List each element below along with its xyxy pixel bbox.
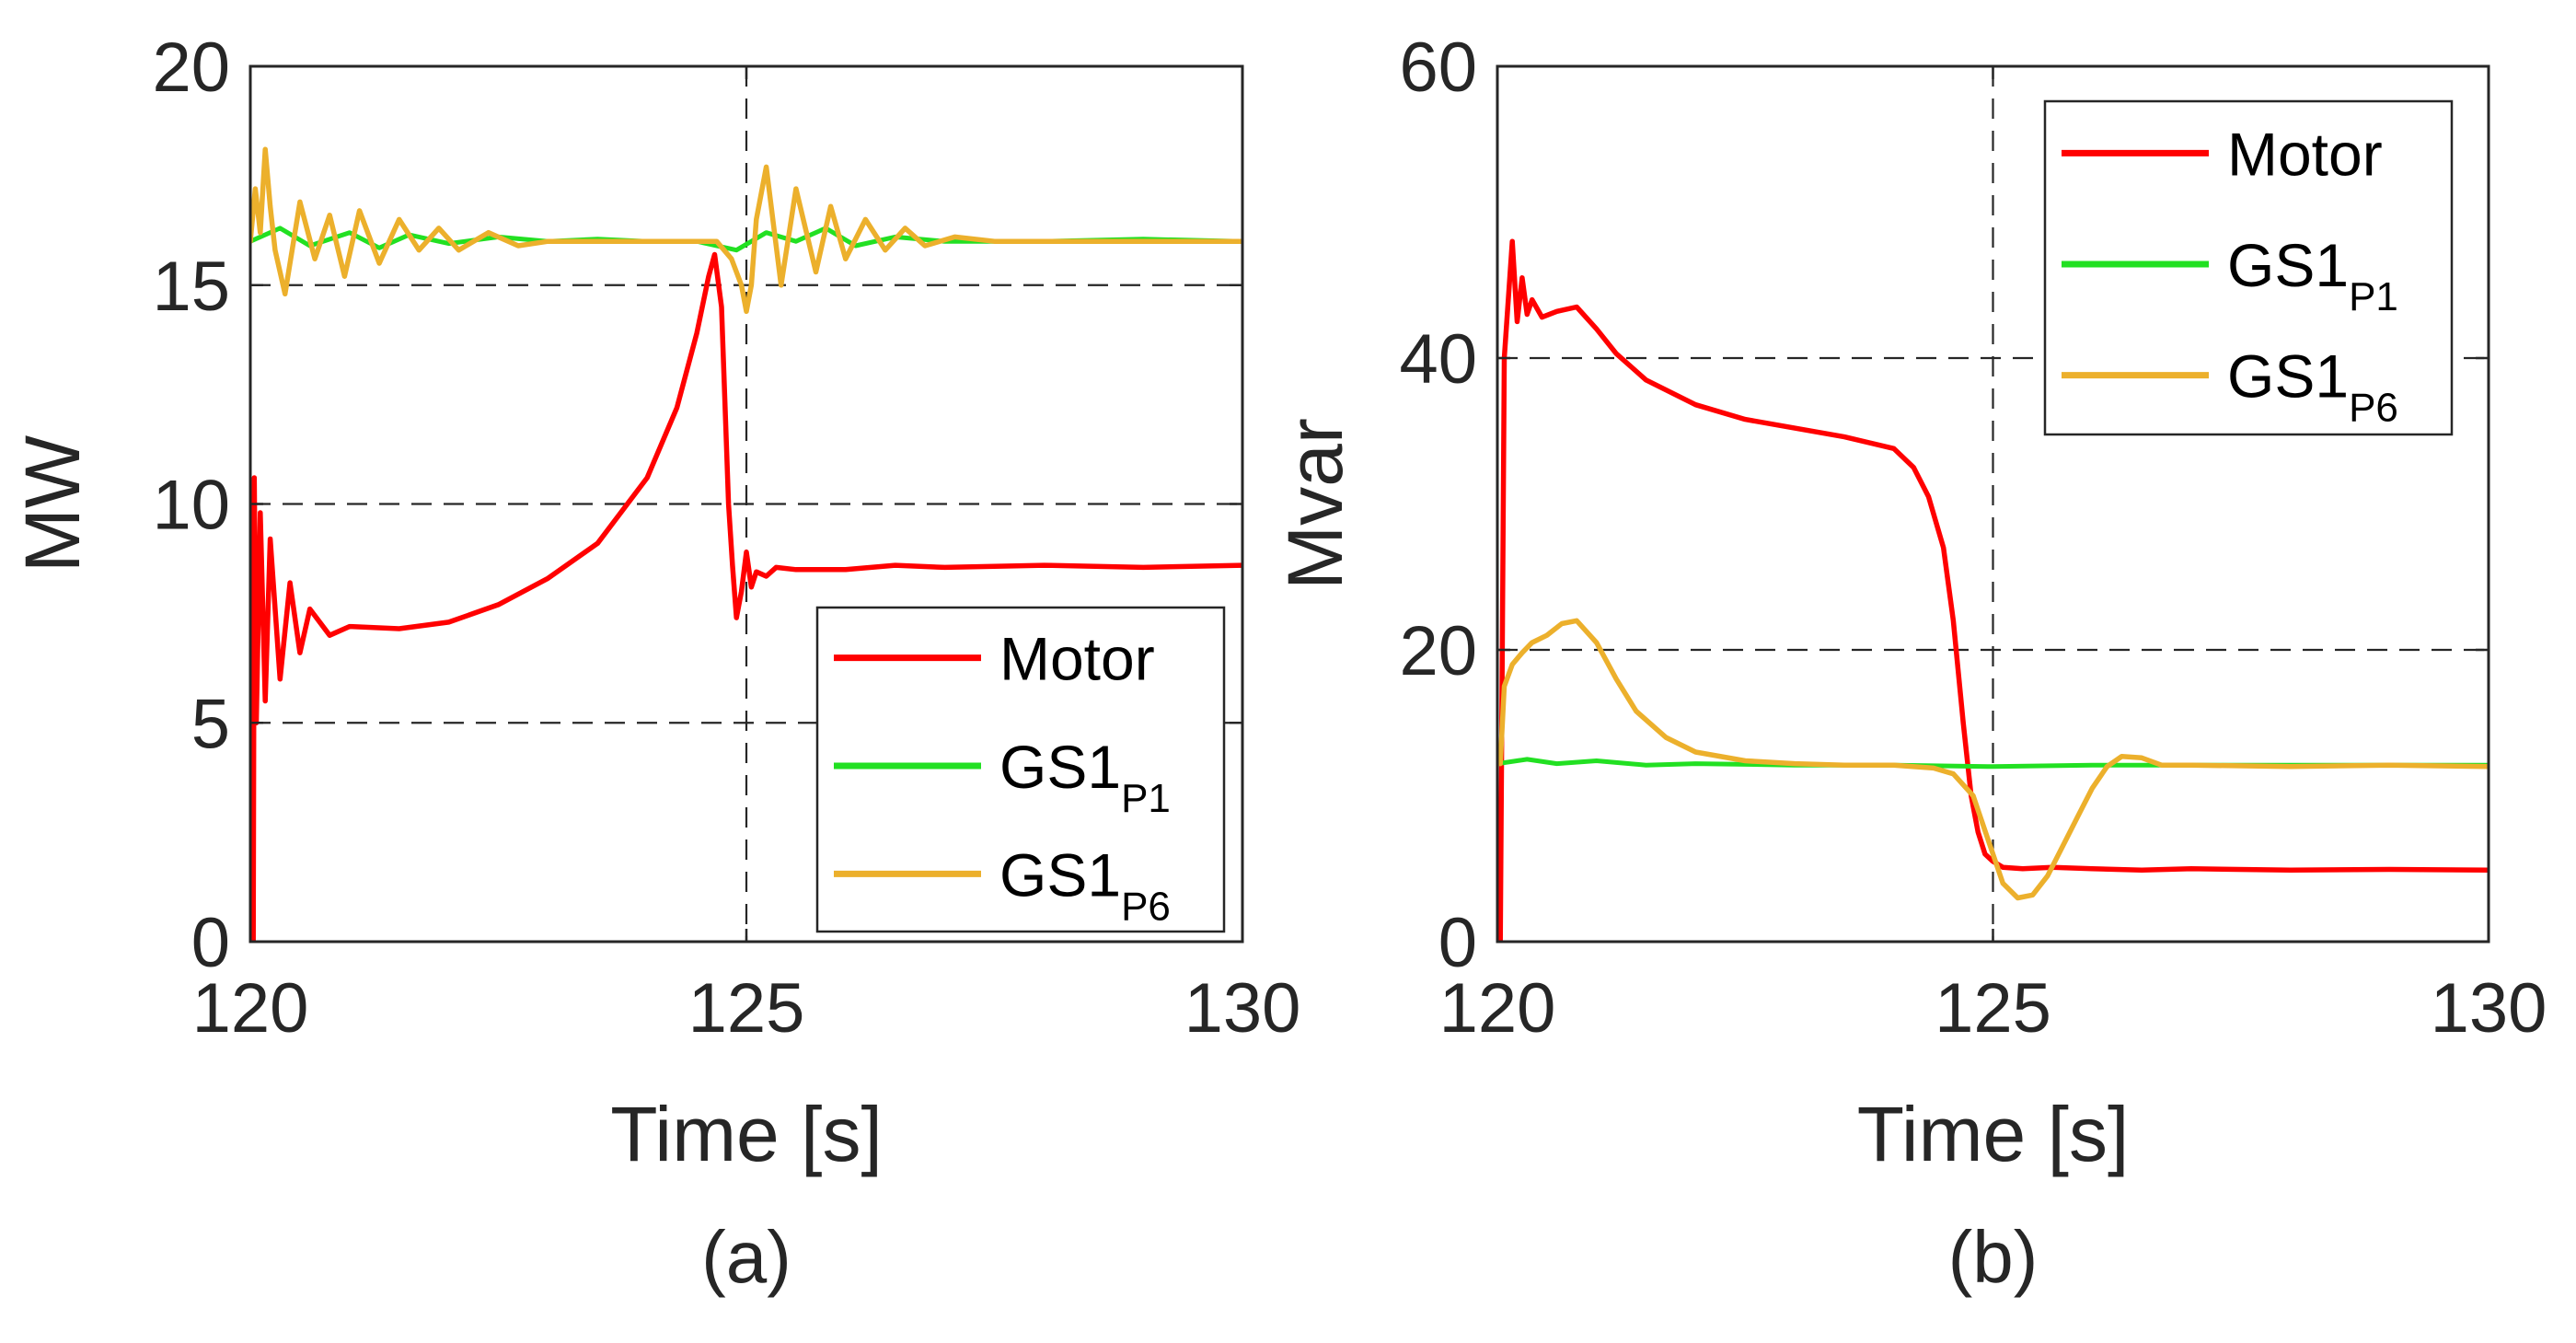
x-tick-label: 120 (1439, 969, 1556, 1048)
legend-label-base: GS1 (2227, 342, 2349, 411)
legend-box (2043, 99, 2454, 436)
y-tick-label: 40 (1399, 320, 1477, 399)
legend-label: GS1P1 (2227, 231, 2398, 319)
y-tick-label: 0 (191, 904, 230, 982)
series-line-gs1p6 (1497, 618, 2489, 901)
series-line-motor (250, 251, 1242, 942)
legend-label: GS1P6 (2227, 342, 2398, 431)
y-axis-label: Mvar (1272, 418, 1358, 590)
legend-label-subscript: P1 (2349, 274, 2398, 319)
x-axis-label: Time [s] (1857, 1091, 2130, 1177)
y-tick-label: 20 (152, 29, 230, 107)
legend-label: Motor (999, 625, 1155, 693)
legend-label-base: Motor (999, 625, 1155, 693)
series-group (1497, 238, 2489, 942)
y-tick-label: 20 (1399, 612, 1477, 690)
x-tick-label: 130 (2431, 969, 2547, 1048)
legend-label-base: GS1 (999, 840, 1121, 909)
y-tick-label: 10 (152, 467, 230, 545)
legend-box (815, 606, 1226, 933)
y-tick-label: 15 (152, 248, 230, 326)
legend-label-subscript: P6 (2349, 386, 2398, 431)
panel-label: (b) (1948, 1216, 2039, 1298)
x-axis-label: Time [s] (610, 1091, 883, 1177)
legend-label: GS1P1 (999, 733, 1171, 821)
legend-label-base: GS1 (2227, 231, 2349, 299)
panel-label: (a) (701, 1216, 791, 1298)
series-group (250, 146, 1242, 942)
y-tick-label: 5 (191, 685, 230, 763)
legend-label-subscript: P6 (1121, 884, 1171, 929)
y-axis-label: MW (9, 435, 96, 573)
series-line-gs1p6 (250, 146, 1242, 315)
x-tick-label: 125 (1935, 969, 2051, 1048)
legend-label-base: GS1 (999, 733, 1121, 801)
x-tick-label: 130 (1184, 969, 1301, 1048)
legend-label-subscript: P1 (1121, 776, 1171, 821)
legend-label-base: Motor (2227, 120, 2383, 188)
legend-label: Motor (2227, 120, 2383, 188)
y-tick-label: 0 (1438, 904, 1477, 982)
panel-a: 120 125 130 0 5 10 15 20 Time [s] MW (a) Motor GS1P1… (9, 29, 1300, 1298)
y-tick-label: 60 (1399, 29, 1477, 107)
x-tick-label: 120 (192, 969, 309, 1048)
x-tick-label: 125 (688, 969, 805, 1048)
legend-label: GS1P6 (999, 840, 1171, 929)
